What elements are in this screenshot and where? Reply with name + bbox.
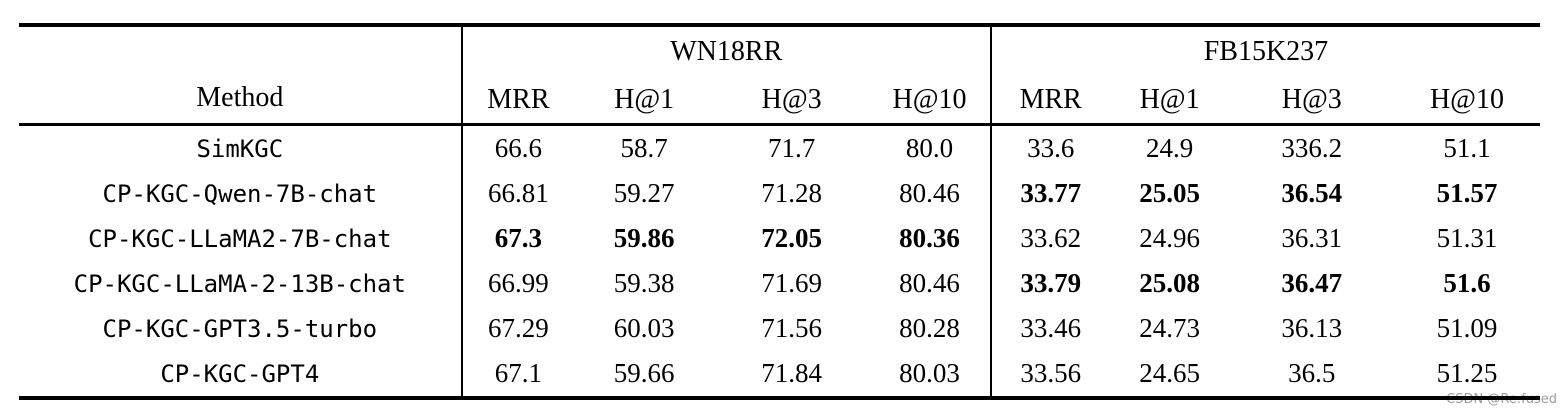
value-cell: 80.03 (869, 351, 992, 398)
value-cell: 336.2 (1281, 133, 1343, 163)
col-header-fb-h1: H@1 (1139, 83, 1200, 115)
value-cell: 71.56 (761, 313, 823, 343)
value-cell: 25.08 (1139, 268, 1200, 298)
table-row: CP-KGC-Qwen-7B-chat 66.81 59.27 71.28 80.46 3… (19, 171, 1540, 216)
value-cell: 36.31 (1281, 223, 1343, 253)
table-row: SimKGC 66.6 58.7 71.7 80.0 33.6 24.9 336.2 51.1 (19, 124, 1540, 171)
col-header-wn-h10: H@10 (869, 76, 992, 125)
value-cell: 51.57 (1436, 178, 1498, 208)
method-cell: CP-KGC-Qwen-7B-chat (19, 171, 463, 216)
value-cell: 58.7 (620, 133, 668, 163)
value-cell: 51.09 (1436, 313, 1498, 343)
group-header-wn18rr: WN18RR (461, 25, 992, 76)
table-row: CP-KGC-LLaMA-2-13B-chat 66.99 59.38 71.69 80… (19, 261, 1540, 306)
value-cell: 67.1 (494, 358, 542, 388)
value-cell: 71.28 (761, 178, 823, 208)
value-cell: 59.86 (613, 223, 675, 253)
method-column-header: Method (19, 25, 463, 125)
table-body: SimKGC 66.6 58.7 71.7 80.0 33.6 24.9 336.2 51.1 C… (19, 124, 1540, 398)
value-cell: 59.38 (613, 268, 675, 298)
value-cell: 33.77 (1020, 178, 1082, 208)
value-cell: 80.46 (869, 261, 992, 306)
value-cell: 80.46 (869, 171, 992, 216)
metric-header-row: MRR H@1 H@3 H@10 MRR H@1 H@3 H@10 (19, 76, 1540, 125)
value-cell: 24.65 (1139, 358, 1200, 388)
value-cell: 71.69 (761, 268, 823, 298)
value-cell: 59.27 (613, 178, 675, 208)
value-cell: 67.29 (488, 313, 549, 343)
table-row: CP-KGC-GPT3.5-turbo 67.29 60.03 71.56 80.28 3… (19, 306, 1540, 351)
col-header-wn-h3: H@3 (761, 83, 822, 115)
col-header-fb-h3: H@3 (1281, 83, 1342, 115)
value-cell: 36.5 (1288, 358, 1336, 388)
value-cell: 33.6 (1027, 133, 1075, 163)
value-cell: 80.28 (869, 306, 992, 351)
value-cell: 33.62 (1020, 223, 1082, 253)
method-cell: CP-KGC-GPT3.5-turbo (19, 306, 463, 351)
value-cell: 36.13 (1281, 313, 1343, 343)
kgc-benchmark-table: Method WN18RR FB15K237 MRR H@1 H@3 H@10 … (19, 23, 1540, 400)
col-header-fb-h10: H@10 (1429, 83, 1504, 115)
value-cell: 33.79 (1020, 268, 1082, 298)
value-cell: 51.1 (1443, 133, 1491, 163)
value-cell: 66.81 (488, 178, 549, 208)
value-cell: 66.6 (494, 133, 542, 163)
value-cell: 24.96 (1139, 223, 1200, 253)
method-cell: CP-KGC-LLaMA2-7B-chat (19, 216, 463, 261)
value-cell: 71.84 (761, 358, 823, 388)
value-cell: 24.9 (1145, 133, 1194, 163)
value-cell: 71.7 (768, 133, 816, 163)
value-cell: 33.46 (1020, 313, 1082, 343)
value-cell: 24.73 (1139, 313, 1200, 343)
value-cell: 66.99 (488, 268, 549, 298)
value-cell: 60.03 (613, 313, 675, 343)
value-cell: 80.0 (869, 124, 992, 171)
value-cell: 25.05 (1139, 178, 1200, 208)
value-cell: 80.36 (869, 216, 992, 261)
group-header-row: Method WN18RR FB15K237 (19, 25, 1540, 125)
value-cell: 51.25 (1436, 358, 1498, 388)
group-header-fb15k237: FB15K237 (1203, 35, 1329, 67)
results-table: Method WN18RR FB15K237 MRR H@1 H@3 H@10 … (19, 23, 1540, 400)
value-cell: 51.31 (1436, 223, 1498, 253)
method-cell: SimKGC (19, 124, 463, 171)
value-cell: 36.54 (1281, 178, 1343, 208)
method-cell: CP-KGC-LLaMA-2-13B-chat (19, 261, 463, 306)
value-cell: 36.47 (1281, 268, 1343, 298)
value-cell: 59.66 (613, 358, 675, 388)
col-header-wn-mrr: MRR (487, 83, 550, 115)
table-row: CP-KGC-LLaMA2-7B-chat 67.3 59.86 72.05 80.36… (19, 216, 1540, 261)
col-header-wn-h1: H@1 (614, 83, 675, 115)
value-cell: 67.3 (494, 223, 542, 253)
value-cell: 33.56 (1020, 358, 1082, 388)
table-row: CP-KGC-GPT4 67.1 59.66 71.84 80.03 33.56 24.65… (19, 351, 1540, 398)
value-cell: 51.6 (1443, 268, 1491, 298)
value-cell: 72.05 (761, 223, 823, 253)
method-cell: CP-KGC-GPT4 (19, 351, 463, 398)
col-header-fb-mrr: MRR (1019, 83, 1082, 115)
table-header: Method WN18RR FB15K237 MRR H@1 H@3 H@10 … (19, 25, 1540, 125)
